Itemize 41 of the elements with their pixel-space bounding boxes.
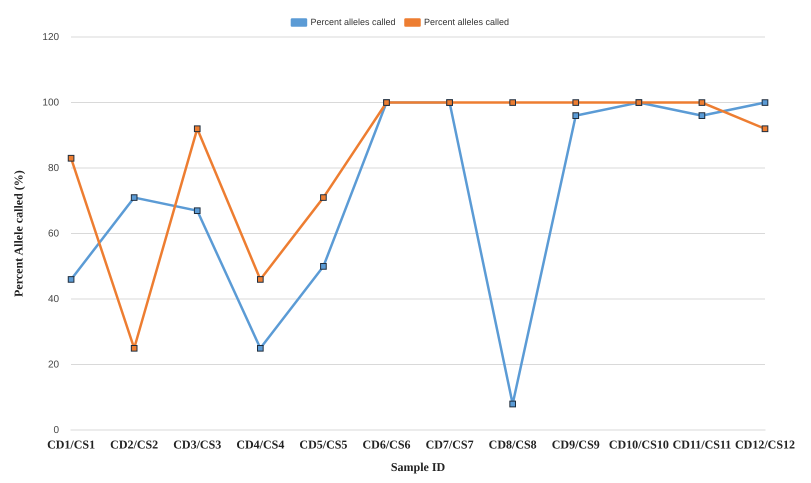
- point: [698, 99, 706, 106]
- y-tick-label: 20: [48, 359, 60, 370]
- point: [320, 263, 327, 270]
- y-axis-title: Percent Allele called (%): [11, 170, 26, 297]
- x-tick-label: CD12/CS12: [734, 437, 796, 452]
- point: [194, 207, 201, 214]
- y-tick-label: 80: [48, 162, 60, 174]
- point: [572, 112, 580, 119]
- y-tick-label: 40: [48, 294, 60, 305]
- point: [130, 344, 138, 352]
- x-tick-label: CD9/CS9: [552, 437, 600, 452]
- point: [509, 400, 516, 408]
- point: [194, 125, 201, 132]
- y-tick-label: 120: [42, 32, 60, 43]
- x-tick-label: CD5/CS5: [299, 437, 348, 452]
- point: [320, 194, 327, 201]
- point: [257, 276, 264, 283]
- x-tick-label: CD1/CS1: [47, 437, 96, 452]
- x-tick-label: CD6/CS6: [362, 437, 411, 452]
- point: [698, 112, 706, 119]
- point: [509, 99, 516, 106]
- point: [68, 154, 74, 162]
- y-tick-label: 100: [42, 97, 60, 108]
- point: [257, 344, 264, 352]
- y-tick-label: 60: [48, 228, 60, 240]
- x-axis-title: Sample ID: [390, 460, 446, 474]
- x-tick-label: CD2/CS2: [110, 437, 158, 452]
- legend-label: Percent alleles called: [424, 16, 510, 27]
- y-tick-label: 0: [54, 424, 60, 436]
- x-tick-label: CD10/CS10: [608, 437, 669, 452]
- point: [68, 276, 74, 283]
- point: [572, 99, 580, 106]
- legend-label: Percent alleles called: [310, 16, 396, 27]
- point: [762, 125, 768, 132]
- x-tick-label: CD7/CS7: [426, 437, 474, 452]
- x-tick-label: CD4/CS4: [236, 437, 284, 452]
- x-tick-label: CD3/CS3: [173, 437, 222, 452]
- x-tick-label: CD11/CS11: [672, 437, 732, 452]
- x-tick-label: CD8/CS8: [488, 437, 537, 452]
- point: [762, 99, 768, 106]
- point: [130, 194, 138, 201]
